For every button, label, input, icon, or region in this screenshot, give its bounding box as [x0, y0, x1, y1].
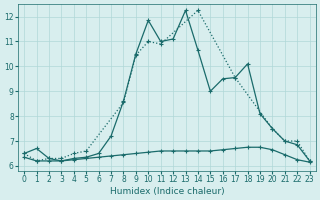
- X-axis label: Humidex (Indice chaleur): Humidex (Indice chaleur): [109, 187, 224, 196]
